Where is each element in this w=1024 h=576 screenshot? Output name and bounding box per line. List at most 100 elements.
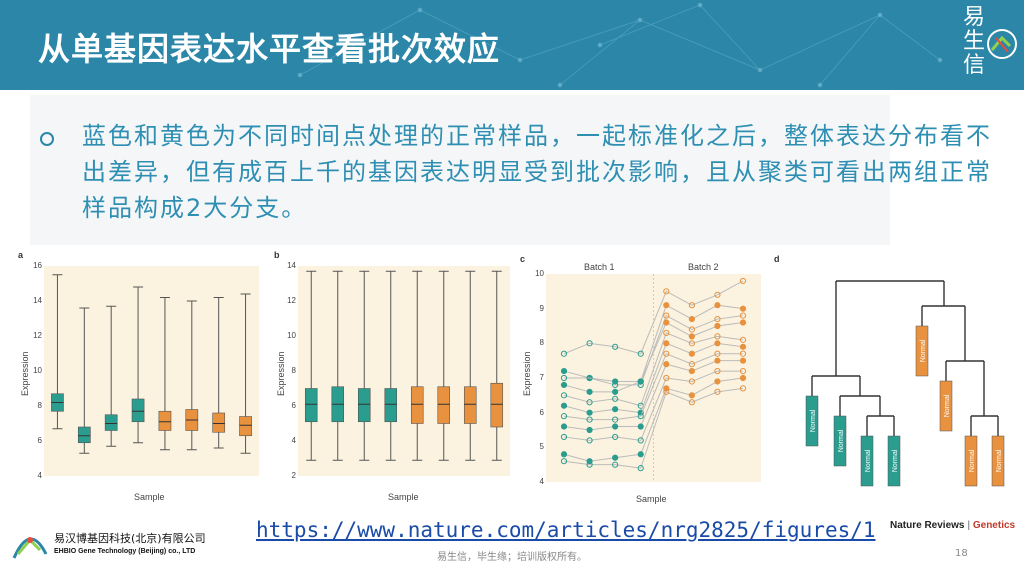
data-point [560,381,568,389]
panel-d: d Normal Normal Normal Normal Normal Normal No… [770,246,1020,506]
panel-c-ytick: 5 [539,442,544,452]
panel-a-ytick: 10 [33,366,42,375]
panel-c-ytick: 8 [539,338,544,348]
panel-a-ytick: 6 [37,436,42,445]
data-point [688,361,695,368]
panel-c-ytick: 6 [539,407,544,417]
leaf-box [991,435,1005,487]
leaf-box [887,435,901,487]
data-point [663,361,670,368]
data-point [637,465,644,472]
series-line [563,387,744,469]
panel-b-ytick: 6 [291,401,296,410]
panel-b-ytick: 14 [287,261,296,270]
bullet-circle-icon [40,132,54,146]
panel-a-box [158,297,172,451]
company-name-cn: 易汉博基因科技(北京)有限公司 [54,532,206,545]
panel-c-xlabel: Sample [636,494,667,504]
data-point [663,319,670,326]
page-number: 18 [955,548,968,559]
data-point [714,322,721,330]
panel-a-box-body [131,398,145,423]
data-point [586,374,593,382]
panel-a-plot [44,266,259,476]
panel-a-box-body [104,414,118,431]
panel-c-svg [560,274,747,482]
dendrogram-leaf: Normal [991,435,1005,487]
data-point [586,388,593,395]
panel-b-box-body [463,386,477,424]
leaf-box [939,380,953,432]
series-line [563,304,744,382]
series-line [563,377,744,462]
data-point [560,433,568,441]
data-point [612,381,619,389]
panel-b-box [463,270,477,461]
header-bar: 从单基因表达水平查看批次效应 易 生 信 [0,0,1024,90]
data-point [586,399,593,406]
panel-a-ytick: 4 [37,471,42,480]
source-credit: Nature Reviews | Genetics [890,520,1015,531]
panel-a-ytick: 16 [33,261,42,270]
leaf-box [833,415,847,467]
batch2-label: Batch 2 [688,262,719,272]
data-point [688,350,695,357]
series-line [563,342,744,414]
data-point [714,388,721,395]
leaf-label: Normal [838,429,845,452]
panel-b-ytick: 12 [287,296,296,305]
panel-a-ytick: 8 [37,401,42,410]
data-point [739,305,747,312]
company-name: 易汉博基因科技(北京)有限公司 EHBIO Gene Technology (B… [54,532,206,558]
data-point [739,367,747,375]
dendrogram-leaf: Normal [833,415,847,467]
data-point [612,343,619,350]
panel-b-box [357,270,371,461]
leaf-label: Normal [996,449,1003,472]
panel-a-box [104,305,118,447]
data-point [560,350,568,357]
leaf-label: Normal [969,449,976,472]
leaf-box [860,435,874,487]
panel-b-ytick: 2 [291,471,296,480]
panel-a-box [131,286,145,444]
panel-a-label: a [18,250,24,260]
data-point [739,385,747,392]
panel-b-box [490,270,504,461]
panel-c: c Batch 1 Batch 2 Expression 10 9 8 7 6 5 4 Sa… [516,246,766,506]
series-line [563,370,743,441]
leaf-box [915,325,929,377]
panel-a-box-body [158,410,172,431]
data-point [560,413,568,420]
data-point [688,333,695,340]
panel-c-ytick: 10 [535,269,544,278]
data-point [739,357,747,364]
data-point [714,302,721,309]
panel-b-box-body [357,388,371,423]
data-point [688,302,695,309]
panel-a-box [77,307,91,454]
data-point [688,399,695,406]
data-point [663,340,670,347]
data-point [586,437,593,444]
panel-b-ytick: 8 [291,366,296,375]
panel-a-svg [51,274,252,454]
dendrogram-leaf: Normal [939,380,953,432]
panel-b-box [437,270,451,461]
data-point [612,395,619,402]
logo-icon [987,29,1017,59]
leaf-label: Normal [920,339,927,362]
panel-b: b Expression 14 12 10 8 6 4 2 Sample [270,246,514,506]
data-point [663,350,670,357]
data-point [612,454,619,461]
dendrogram-leaf: Normal [805,395,819,447]
data-point [637,350,644,357]
data-point [739,350,747,357]
panel-b-label: b [274,250,280,260]
dendrogram-leaf: Normal [964,435,978,487]
data-point [739,319,747,326]
data-point [739,343,747,350]
data-point [560,451,568,458]
data-point [560,392,568,399]
figure-url-link[interactable]: https://www.nature.com/articles/nrg2825/… [256,518,876,542]
